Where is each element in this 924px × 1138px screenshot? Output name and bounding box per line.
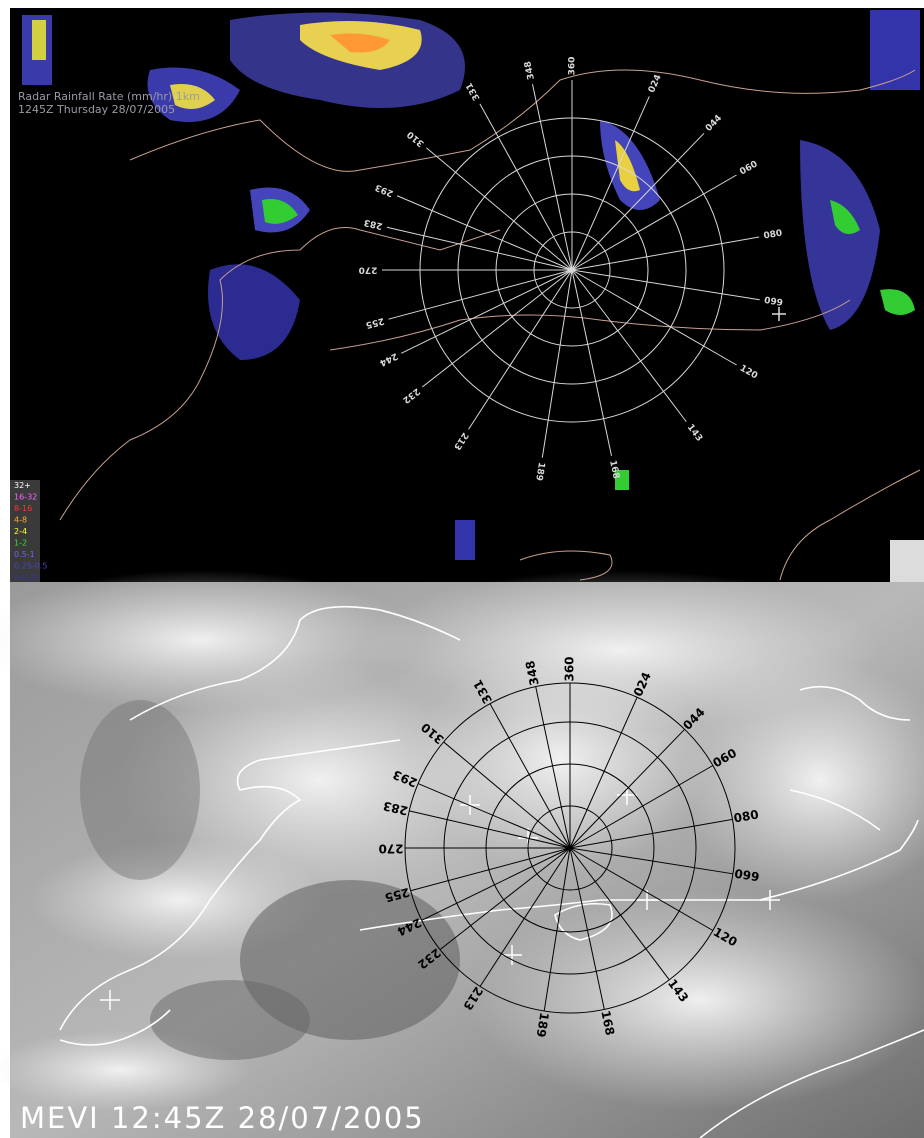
bearing-label: 270	[378, 842, 403, 856]
bearing-label: 099	[733, 867, 760, 885]
bearing-label: 348	[523, 659, 542, 686]
bearing-line	[401, 269, 573, 354]
radar-panel: Radar Rainfall Rate (mm/hr) 1km 1245Z Th…	[10, 8, 924, 582]
bearing-line	[386, 226, 573, 271]
satellite-caption: MEVI 12:45Z 28/07/2005	[20, 1101, 425, 1135]
bearing-line	[571, 174, 737, 271]
bearing-line	[388, 269, 573, 320]
satellite-coastline	[59, 605, 924, 1138]
bearing-line	[535, 686, 571, 849]
rain-echoes	[22, 10, 920, 560]
bearing-label: 283	[382, 799, 410, 818]
radar-coastline	[59, 69, 921, 581]
legend-label: 4-8	[14, 516, 27, 525]
bearing-line	[479, 847, 571, 987]
bearing-line	[443, 741, 571, 849]
bearing-line	[571, 236, 760, 271]
bearing-line	[396, 195, 573, 271]
bearing-line	[571, 132, 705, 271]
bearing-line	[569, 765, 714, 849]
bearing-label: 360	[563, 656, 577, 681]
bearing-line	[569, 818, 733, 849]
bearing-label: 168	[598, 1009, 617, 1036]
bearing-line	[569, 847, 670, 981]
bearing-label: 283	[363, 217, 384, 231]
bearing-label: 099	[763, 296, 783, 309]
legend-box	[10, 480, 40, 582]
legend-label: 32+	[14, 481, 31, 490]
bearing-line	[571, 269, 760, 301]
bearing-line	[541, 269, 573, 458]
bearing-label: 189	[533, 461, 546, 481]
bearing-label: 360	[568, 57, 578, 76]
legend-label: 0.5-1	[14, 550, 35, 559]
bearing-line	[489, 703, 571, 849]
bearing-line	[569, 847, 734, 875]
bearing-label: 348	[523, 60, 537, 80]
legend-label: 1-2	[14, 539, 27, 548]
bearing-line	[569, 847, 605, 1010]
legend: 32+ 16-32 8-16 4-8 2-4 1-2 0.5-1 0.25-0.5 0-0.25	[14, 481, 47, 582]
satellite-panel: 3600240440600800991201431681892132322442…	[0, 570, 924, 1138]
marker	[772, 307, 786, 321]
bearing-line	[409, 810, 571, 849]
legend-label: 0-0.25	[14, 573, 40, 582]
bearing-line	[479, 103, 573, 271]
bearing-line	[571, 269, 687, 423]
bearing-line	[571, 96, 650, 271]
bearing-line	[569, 697, 638, 849]
corner-patch	[890, 540, 924, 582]
bearing-line	[421, 847, 571, 921]
bearing-label: 168	[607, 459, 621, 479]
bearing-line	[569, 847, 714, 931]
legend-label: 8-16	[14, 504, 32, 513]
bearing-line	[426, 147, 573, 271]
bearing-label: 270	[359, 265, 378, 275]
bearing-line	[532, 84, 573, 271]
legend-label: 0.25-0.5	[14, 562, 47, 571]
bearing-label: 255	[383, 885, 411, 905]
legend-label: 2-4	[14, 527, 27, 536]
bearing-label: 255	[364, 315, 385, 330]
bearing-label: 189	[534, 1011, 552, 1038]
bearing-line	[569, 728, 685, 849]
bearing-label: 080	[733, 807, 760, 825]
bearing-line	[439, 847, 571, 950]
bearing-line	[571, 269, 612, 456]
bearing-line	[410, 847, 571, 892]
bearing-line	[543, 847, 571, 1012]
bearing-line	[421, 269, 573, 388]
radar-timestamp: 1245Z Thursday 28/07/2005	[18, 103, 175, 116]
bearing-line	[417, 783, 571, 849]
bearing-label: 080	[763, 229, 783, 242]
bearing-line	[571, 269, 737, 366]
clouds	[0, 570, 924, 1110]
bearing-line	[468, 269, 573, 430]
legend-label: 16-32	[14, 493, 37, 502]
radar-title: Radar Rainfall Rate (mm/hr) 1km	[18, 90, 200, 103]
